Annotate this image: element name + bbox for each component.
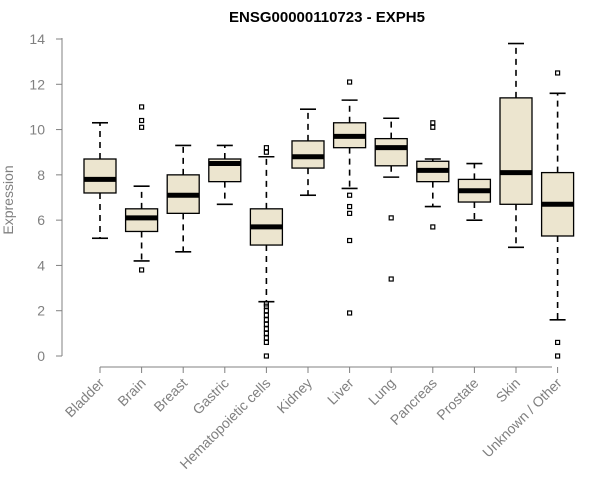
iqr-box: [499, 97, 533, 205]
x-category-label: Prostate: [433, 375, 481, 423]
outlier-point: [554, 339, 561, 346]
outlier-point: [139, 267, 145, 273]
outlier-point: [347, 79, 353, 85]
outlier-point: [347, 210, 353, 216]
y-tick-label: 2: [37, 303, 45, 319]
x-category-label: Bladder: [62, 375, 108, 421]
y-tick-label: 4: [37, 257, 45, 273]
outlier-point: [388, 276, 394, 282]
outlier-point: [263, 312, 269, 318]
box-group: [457, 162, 492, 221]
y-ticks: 0 2 4 6 8 10 12 14: [29, 31, 62, 364]
x-category-label: Kidney: [274, 375, 316, 417]
outlier-point: [263, 317, 269, 323]
outlier-point: [347, 203, 353, 210]
y-tick-label: 8: [37, 167, 45, 183]
y-tick-label: 6: [37, 212, 45, 228]
x-category-label: Brain: [114, 375, 148, 409]
outlier-point: [139, 124, 145, 130]
outlier-point: [263, 335, 269, 341]
box-group: [499, 42, 533, 249]
box-group: [416, 120, 450, 230]
box-group: [249, 145, 284, 359]
box-group: [332, 79, 367, 316]
chart-title: ENSG00000110723 - EXPH5: [229, 9, 425, 26]
outlier-point: [554, 353, 561, 359]
y-tick-label: 12: [29, 76, 45, 92]
y-tick-label: 0: [37, 348, 45, 364]
y-tick-label: 10: [29, 122, 45, 138]
outlier-point: [388, 215, 394, 221]
outlier-point: [430, 124, 436, 130]
box-group: [83, 121, 117, 240]
outlier-point: [347, 310, 353, 316]
outlier-point: [347, 192, 353, 198]
outlier-point: [263, 353, 269, 359]
outlier-point: [263, 145, 269, 151]
iqr-box: [83, 158, 117, 194]
outlier-point: [263, 321, 269, 327]
box-group: [208, 144, 242, 206]
box-group: [374, 117, 408, 282]
outlier-point: [263, 330, 269, 336]
outlier-point: [139, 104, 145, 110]
y-axis-title: Expression: [0, 165, 16, 234]
outlier-point: [263, 308, 269, 314]
iqr-box: [374, 137, 408, 167]
box-group: [124, 104, 159, 273]
x-category-label: Unknown / Other: [479, 375, 565, 461]
outlier-point: [263, 149, 269, 155]
x-category-label: Breast: [150, 375, 190, 415]
x-category-label: Liver: [324, 375, 357, 408]
box-group: [291, 108, 325, 197]
outlier-point: [554, 70, 561, 76]
box-group: [166, 144, 200, 253]
x-category-label: Skin: [493, 375, 524, 406]
outlier-point: [263, 301, 269, 307]
outlier-point: [430, 224, 436, 230]
box-group: [540, 70, 575, 359]
x-category-label: Lung: [365, 375, 398, 408]
outlier-point: [347, 237, 353, 244]
boxes: [83, 42, 575, 359]
outlier-point: [263, 326, 269, 332]
outlier-point: [139, 117, 145, 124]
outlier-point: [263, 339, 269, 346]
y-tick-label: 14: [29, 31, 45, 47]
outlier-point: [430, 120, 436, 126]
